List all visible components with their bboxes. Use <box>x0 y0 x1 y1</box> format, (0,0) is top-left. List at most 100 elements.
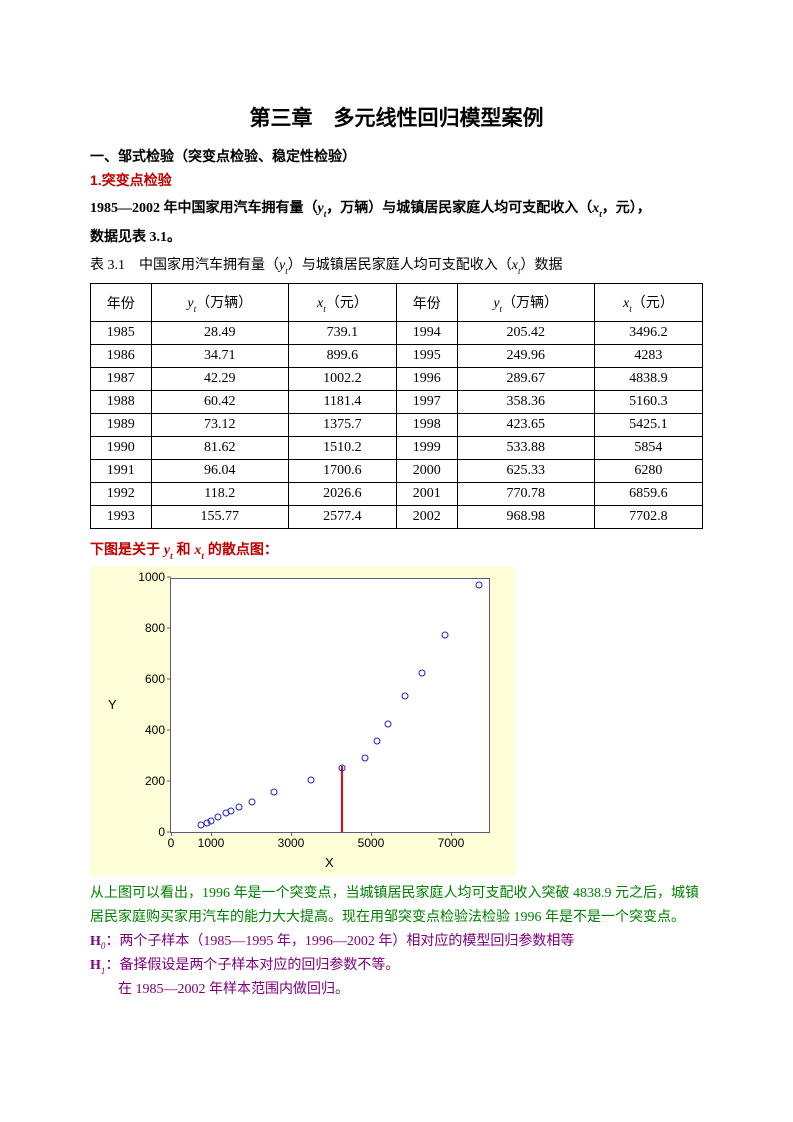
table-cell: 423.65 <box>457 414 594 437</box>
table-cell: 1999 <box>396 437 457 460</box>
th-x-r: xt（元） <box>594 284 702 322</box>
scatter-marker <box>271 789 278 796</box>
intro-line: 1985—2002 年中国家用汽车拥有量（yt，万辆）与城镇居民家庭人均可支配收… <box>90 194 703 223</box>
table-cell: 899.6 <box>288 345 396 368</box>
h-followup: 在 1985—2002 年样本范围内做回归。 <box>90 978 703 1002</box>
table-cell: 73.12 <box>151 414 288 437</box>
scatter-marker <box>374 737 381 744</box>
table-cell: 155.77 <box>151 506 288 529</box>
table-cell: 1181.4 <box>288 391 396 414</box>
h1-text: ：备择假设是两个子样本对应的回归参数不等。 <box>105 958 399 973</box>
scatter-marker <box>385 720 392 727</box>
table-cell: 4283 <box>594 345 702 368</box>
scatter-marker <box>402 692 409 699</box>
y-axis-label: Y <box>108 697 117 712</box>
table-cell: 1986 <box>91 345 152 368</box>
table-cell: 6280 <box>594 460 702 483</box>
data-table: 年份 yt（万辆） xt（元） 年份 yt（万辆） xt（元） 198528.4… <box>90 283 703 529</box>
y-tick-label: 200 <box>145 774 165 788</box>
table-cell: 1990 <box>91 437 152 460</box>
intro-part-2: ，万辆）与城镇居民家庭人均可支配收入（ <box>326 201 592 216</box>
table-cell: 1993 <box>91 506 152 529</box>
table-cell: 6859.6 <box>594 483 702 506</box>
scatter-marker <box>236 804 243 811</box>
table-cell: 5160.3 <box>594 391 702 414</box>
interpretation-text: 从上图可以看出，1996 年是一个突变点，当城镇居民家庭人均可支配收入突破 48… <box>90 882 703 930</box>
table-cell: 2000 <box>396 460 457 483</box>
th-y-l: yt（万辆） <box>151 284 288 322</box>
caption-c: ）数据 <box>521 258 563 273</box>
subsection-1: 1.突变点检验 <box>90 170 703 190</box>
table-cell: 1995 <box>396 345 457 368</box>
scatter-marker <box>208 818 215 825</box>
th-year-l: 年份 <box>91 284 152 322</box>
table-cell: 1002.2 <box>288 368 396 391</box>
scatter-marker <box>339 765 346 772</box>
h0-h: H <box>90 934 101 949</box>
th-x-l: xt（元） <box>288 284 396 322</box>
scatter-marker <box>476 581 483 588</box>
sc-c: 的散点图： <box>204 541 278 557</box>
table-header-row: 年份 yt（万辆） xt（元） 年份 yt（万辆） xt（元） <box>91 284 703 322</box>
table-cell: 1989 <box>91 414 152 437</box>
intro-part-1: 1985—2002 年中国家用汽车拥有量（ <box>90 201 318 216</box>
table-cell: 96.04 <box>151 460 288 483</box>
table-cell: 1510.2 <box>288 437 396 460</box>
scatter-plot: 0200400600800100001000300050007000 Y X <box>90 566 515 876</box>
table-cell: 2001 <box>396 483 457 506</box>
table-cell: 1992 <box>91 483 152 506</box>
table-cell: 34.71 <box>151 345 288 368</box>
table-cell: 60.42 <box>151 391 288 414</box>
intro-part-3: ，元）， <box>602 201 651 216</box>
table-cell: 42.29 <box>151 368 288 391</box>
chapter-title: 第三章 多元线性回归模型案例 <box>90 102 703 132</box>
table-cell: 289.67 <box>457 368 594 391</box>
x-tick-label: 1000 <box>198 836 225 850</box>
scatter-marker <box>215 813 222 820</box>
th-year-r: 年份 <box>396 284 457 322</box>
sc-a: 下图是关于 <box>90 541 164 557</box>
table-cell: 1988 <box>91 391 152 414</box>
x-tick-label: 7000 <box>438 836 465 850</box>
table-cell: 5425.1 <box>594 414 702 437</box>
table-cell: 205.42 <box>457 322 594 345</box>
y-tick-label: 800 <box>145 621 165 635</box>
table-cell: 2026.6 <box>288 483 396 506</box>
table-cell: 249.96 <box>457 345 594 368</box>
table-row: 199196.041700.62000625.336280 <box>91 460 703 483</box>
scatter-marker <box>442 632 449 639</box>
caption-a: 表 3.1 中国家用汽车拥有量（ <box>90 258 279 273</box>
h0-sub: 0 <box>101 941 106 951</box>
break-line <box>341 766 343 832</box>
sc-b: 和 <box>173 541 195 557</box>
table-cell: 1997 <box>396 391 457 414</box>
table-cell: 81.62 <box>151 437 288 460</box>
h1-sub: 1 <box>101 966 106 976</box>
x-tick-label: 5000 <box>358 836 385 850</box>
caption-b: ）与城镇居民家庭人均可支配收入（ <box>288 258 512 273</box>
table-cell: 7702.8 <box>594 506 702 529</box>
table-cell: 3496.2 <box>594 322 702 345</box>
table-cell: 4838.9 <box>594 368 702 391</box>
table-cell: 5854 <box>594 437 702 460</box>
table-cell: 1991 <box>91 460 152 483</box>
y-tick-label: 400 <box>145 723 165 737</box>
table-row: 198742.291002.21996289.674838.9 <box>91 368 703 391</box>
h0-text: ：两个子样本（1985—1995 年，1996—2002 年）相对应的模型回归参… <box>105 934 574 949</box>
table-row: 198528.49739.11994205.423496.2 <box>91 322 703 345</box>
table-cell: 118.2 <box>151 483 288 506</box>
table-row: 198634.71899.61995249.964283 <box>91 345 703 368</box>
scatter-marker <box>249 798 256 805</box>
table-row: 1993155.772577.42002968.987702.8 <box>91 506 703 529</box>
th-y-r: yt（万辆） <box>457 284 594 322</box>
table-cell: 2577.4 <box>288 506 396 529</box>
x-tick-label: 0 <box>168 836 175 850</box>
table-cell: 968.98 <box>457 506 594 529</box>
table-cell: 1994 <box>396 322 457 345</box>
scatter-marker <box>361 755 368 762</box>
table-cell: 1985 <box>91 322 152 345</box>
y-tick-label: 600 <box>145 672 165 686</box>
intro-line-2: 数据见表 3.1。 <box>90 223 703 252</box>
scatter-marker <box>228 808 235 815</box>
plot-area: 0200400600800100001000300050007000 <box>170 578 490 833</box>
